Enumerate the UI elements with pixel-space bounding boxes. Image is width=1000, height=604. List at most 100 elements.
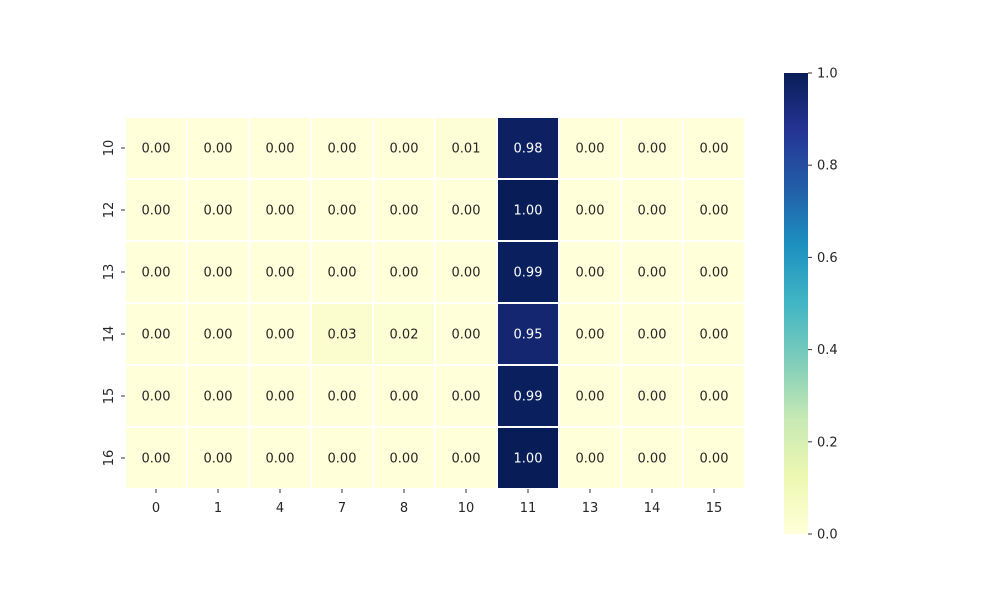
colorbar: 0.0 0.2 0.4 0.6 0.8 1.0	[784, 67, 838, 543]
heatmap-cell-r3-c5	[434, 302, 498, 366]
y-tick-label-5: 16	[102, 450, 117, 467]
heatmap-cell-r2-c8	[620, 240, 684, 304]
heatmap-cell-r4-c5	[434, 364, 498, 428]
heatmap-cell-r2-c1	[186, 240, 250, 304]
heatmap-cell-label-r3-c2: 0.00	[266, 328, 295, 343]
y-axis: 10 12 13 14 15 16	[102, 140, 125, 467]
heatmap-cell-r5-c4	[372, 426, 436, 490]
heatmap-cell-label-r3-c8: 0.00	[638, 328, 667, 343]
heatmap-cell-r2-c6	[496, 240, 560, 304]
heatmap-cell-label-r0-c4: 0.00	[390, 142, 419, 157]
heatmap-cell-label-r1-c1: 0.00	[204, 204, 233, 219]
heatmap-cell-label-r5-c2: 0.00	[266, 452, 295, 467]
heatmap-cell-label-r3-c5: 0.00	[452, 328, 481, 343]
heatmap-cell-label-r5-c5: 0.00	[452, 452, 481, 467]
colorbar-tick-label-4: 0.8	[817, 159, 838, 174]
heatmap-cell-r3-c0	[124, 302, 188, 366]
heatmap-cell-r1-c6	[496, 178, 560, 242]
heatmap-cell-label-r2-c0: 0.00	[142, 266, 171, 281]
heatmap-cell-r5-c3	[310, 426, 374, 490]
heatmap-cell-label-r3-c6: 0.95	[514, 328, 543, 343]
x-tick-label-0: 0	[152, 501, 160, 516]
heatmap-cell-label-r1-c2: 0.00	[266, 204, 295, 219]
x-tick-label-7: 13	[582, 501, 599, 516]
heatmap-cell-label-r3-c7: 0.00	[576, 328, 605, 343]
heatmap-cell-label-r0-c9: 0.00	[700, 142, 729, 157]
heatmap-cell-label-r3-c0: 0.00	[142, 328, 171, 343]
heatmap-cell-label-r3-c9: 0.00	[700, 328, 729, 343]
heatmap-cell-label-r1-c5: 0.00	[452, 204, 481, 219]
heatmap-cell-r1-c3	[310, 178, 374, 242]
heatmap-cell-label-r2-c6: 0.99	[514, 266, 543, 281]
y-tick-label-3: 14	[102, 326, 117, 343]
heatmap-cell-r1-c5	[434, 178, 498, 242]
heatmap-cell-label-r3-c4: 0.02	[390, 328, 419, 343]
heatmap-cell-r1-c9	[682, 178, 746, 242]
heatmap-cell-label-r4-c2: 0.00	[266, 390, 295, 405]
heatmap-cell-label-r1-c6: 1.00	[514, 204, 543, 219]
x-tick-label-4: 8	[400, 501, 408, 516]
heatmap-cell-r5-c5	[434, 426, 498, 490]
heatmap-cell-r0-c7	[558, 116, 622, 180]
heatmap-cell-label-r0-c0: 0.00	[142, 142, 171, 157]
heatmap-cell-label-r0-c5: 0.01	[452, 142, 481, 157]
colorbar-tick-label-0: 0.0	[817, 528, 838, 543]
heatmap-cell-r1-c8	[620, 178, 684, 242]
x-tick-label-3: 7	[338, 501, 346, 516]
heatmap-cell-label-r4-c8: 0.00	[638, 390, 667, 405]
heatmap-cell-label-r0-c3: 0.00	[328, 142, 357, 157]
heatmap-cell-label-r5-c6: 1.00	[514, 452, 543, 467]
y-tick-label-1: 12	[102, 202, 117, 219]
x-axis: 0 1 4 7 8 10 11 13 14 15	[152, 489, 722, 516]
heatmap-cell-r4-c4	[372, 364, 436, 428]
heatmap-cell-label-r2-c8: 0.00	[638, 266, 667, 281]
heatmap-cell-label-r0-c1: 0.00	[204, 142, 233, 157]
heatmap-cell-label-r5-c9: 0.00	[700, 452, 729, 467]
heatmap-cell-label-r1-c9: 0.00	[700, 204, 729, 219]
heatmap-cell-label-r2-c2: 0.00	[266, 266, 295, 281]
heatmap-cell-label-r4-c0: 0.00	[142, 390, 171, 405]
heatmap-cell-r4-c6	[496, 364, 560, 428]
heatmap-cell-label-r2-c4: 0.00	[390, 266, 419, 281]
heatmap-cell-r4-c8	[620, 364, 684, 428]
heatmap-cell-label-r1-c8: 0.00	[638, 204, 667, 219]
heatmap-cell-label-r4-c1: 0.00	[204, 390, 233, 405]
heatmap-cell-label-r0-c2: 0.00	[266, 142, 295, 157]
heatmap-cell-r3-c6	[496, 302, 560, 366]
heatmap-cell-label-r4-c3: 0.00	[328, 390, 357, 405]
heatmap-cell-r4-c9	[682, 364, 746, 428]
heatmap-cell-r2-c9	[682, 240, 746, 304]
heatmap-cell-label-r4-c6: 0.99	[514, 390, 543, 405]
heatmap-cell-label-r5-c0: 0.00	[142, 452, 171, 467]
heatmap-cell-r5-c8	[620, 426, 684, 490]
heatmap-cell-r1-c1	[186, 178, 250, 242]
heatmap-cell-r0-c5	[434, 116, 498, 180]
x-tick-label-5: 10	[458, 501, 475, 516]
x-tick-label-2: 4	[276, 501, 284, 516]
x-tick-label-6: 11	[520, 501, 537, 516]
heatmap-annotations: 0.00 0.00 0.00 0.00 0.00 0.01 0.98 0.00 0.00 0.00…	[142, 142, 729, 467]
heatmap-cell-label-r5-c7: 0.00	[576, 452, 605, 467]
y-tick-label-2: 13	[102, 264, 117, 281]
heatmap-cell-label-r3-c1: 0.00	[204, 328, 233, 343]
x-tick-label-1: 1	[214, 501, 222, 516]
heatmap-cell-label-r5-c3: 0.00	[328, 452, 357, 467]
heatmap-cell-label-r2-c9: 0.00	[700, 266, 729, 281]
heatmap-cell-label-r4-c9: 0.00	[700, 390, 729, 405]
heatmap-cell-r4-c7	[558, 364, 622, 428]
heatmap-cell-r5-c0	[124, 426, 188, 490]
colorbar-bar	[784, 73, 808, 534]
heatmap-cell-label-r4-c7: 0.00	[576, 390, 605, 405]
heatmap-cell-r0-c1	[186, 116, 250, 180]
heatmap-cell-label-r0-c7: 0.00	[576, 142, 605, 157]
colorbar-tick-label-1: 0.2	[817, 435, 838, 450]
heatmap-cell-r2-c2	[248, 240, 312, 304]
heatmap-cell-label-r1-c3: 0.00	[328, 204, 357, 219]
y-tick-label-0: 10	[102, 140, 117, 157]
heatmap-cell-label-r2-c3: 0.00	[328, 266, 357, 281]
colorbar-tick-label-5: 1.0	[817, 67, 838, 82]
heatmap-cell-label-r4-c4: 0.00	[390, 390, 419, 405]
heatmap-cell-label-r3-c3: 0.03	[328, 328, 357, 343]
heatmap-cell-label-r0-c6: 0.98	[514, 142, 543, 157]
